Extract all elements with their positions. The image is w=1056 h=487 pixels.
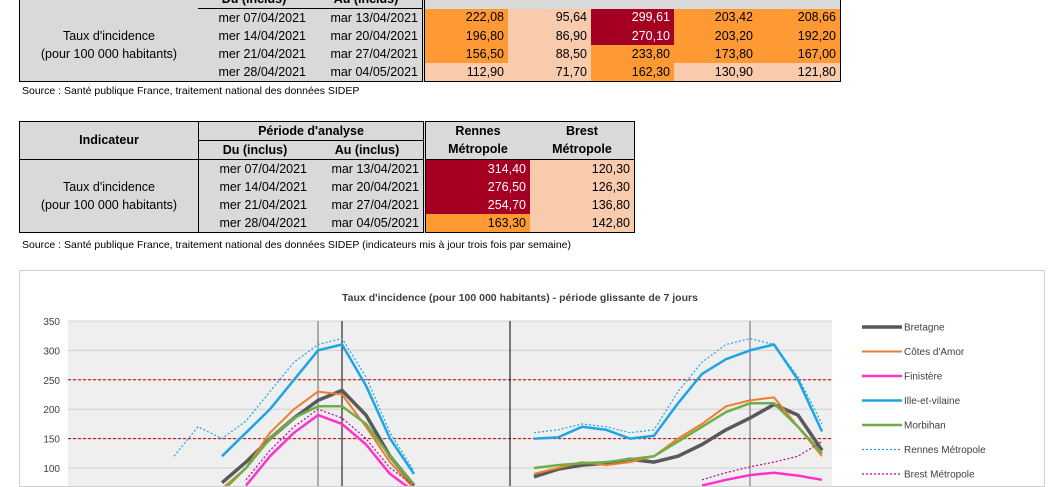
indicator-label-line1: Taux d'incidence [62, 28, 156, 43]
table-row: mer 28/04/2021 mar 04/05/2021 112,90 71,… [20, 63, 841, 82]
incidence-value: 299,61 [591, 8, 674, 27]
period-to: mar 20/04/2021 [310, 27, 424, 45]
y-tick-label: 350 [43, 317, 60, 328]
table-row: mer 14/04/2021 mar 20/04/2021 196,80 86,… [20, 27, 841, 45]
incidence-value: 167,00 [757, 45, 841, 63]
incidence-value: 192,20 [757, 27, 841, 45]
y-tick-label: 150 [43, 435, 60, 446]
period-to: mar 27/04/2021 [311, 196, 425, 214]
y-tick-label: 200 [43, 405, 60, 416]
indicator-label-line2: (pour 100 000 habitants) [40, 46, 178, 61]
incidence-value: 203,20 [674, 27, 757, 45]
incidence-value: 142,80 [530, 214, 635, 233]
table1-header-from: Du (inclus) [198, 0, 310, 9]
table2-header-row1: Indicateur Période d'analyse Rennes Bres… [19, 121, 635, 160]
indicator-label-line2: (pour 100 000 habitants) [40, 198, 178, 212]
incidence-value: 276,50 [423, 178, 530, 196]
incidence-value: 95,64 [508, 8, 591, 27]
incidence-value: 203,42 [674, 8, 757, 27]
y-tick-label: 250 [43, 376, 60, 387]
col-brest-line2: Métropole [530, 140, 635, 160]
legend-label: Côtes d'Amor [904, 347, 965, 358]
period-to: mar 20/04/2021 [311, 178, 425, 196]
incidence-value: 86,90 [508, 27, 591, 45]
period-to: mar 27/04/2021 [310, 45, 424, 63]
table-row: mer 21/04/2021 mar 27/04/2021 156,50 88,… [20, 45, 841, 63]
du-header: Du (inclus) [198, 140, 311, 160]
period-from: mer 21/04/2021 [198, 45, 310, 63]
period-from: mer 07/04/2021 [198, 159, 311, 178]
incidence-value: 136,80 [530, 196, 635, 214]
incidence-value: 196,80 [422, 27, 508, 45]
legend-label: Rennes Métropole [904, 445, 986, 456]
incidence-value: 222,08 [422, 8, 508, 27]
legend-label: Brest Métropole [904, 470, 975, 481]
period-to: mar 04/05/2021 [310, 63, 424, 82]
au-header: Au (inclus) [311, 140, 425, 160]
table1-header-to: Au (inclus) [310, 0, 424, 9]
col-rennes-line1: Rennes [423, 121, 530, 141]
period-from: mer 28/04/2021 [198, 214, 311, 233]
col-brest-line1: Brest [530, 121, 635, 141]
period-to: mar 13/04/2021 [311, 159, 425, 178]
incidence-value: 88,50 [508, 45, 591, 63]
series-line [245, 408, 823, 486]
table-row: Taux d'incidence (pour 100 000 habitants… [19, 159, 635, 233]
periode-header: Période d'analyse [198, 121, 425, 141]
period-from: mer 28/04/2021 [198, 63, 310, 82]
period-from: mer 21/04/2021 [198, 196, 311, 214]
plot-area [68, 321, 832, 486]
series-line [173, 338, 823, 472]
indicator-label-line1: Taux d'incidence [62, 180, 156, 194]
table-row: Taux d'incidence (pour 100 000 habitants… [19, 8, 841, 82]
incidence-value: 162,30 [591, 63, 674, 82]
table-row: mer 21/04/2021 mar 27/04/2021 254,70 136… [20, 196, 635, 214]
chart-title: Taux d'incidence (pour 100 000 habitants… [342, 292, 698, 304]
table2-source: Source : Santé publique France, traiteme… [22, 239, 572, 251]
legend-label: Morbihan [904, 421, 946, 432]
period-to: mar 13/04/2021 [310, 8, 424, 27]
table-communes: Du (inclus) Au (inclus) Taux d'incidence… [19, 0, 841, 82]
reference-lines [68, 379, 832, 440]
indicateur-header: Indicateur [19, 121, 199, 160]
table2-header-row2: Du (inclus) Au (inclus) Métropole Métrop… [20, 140, 635, 160]
table-row: mer 28/04/2021 mar 04/05/2021 163,30 142… [20, 214, 635, 233]
y-axis: 100 150 200 250 300 350 [43, 317, 60, 475]
incidence-chart: Taux d'incidence (pour 100 000 habitants… [19, 270, 1045, 487]
incidence-value: 163,30 [423, 214, 530, 233]
incidence-value: 314,40 [423, 159, 530, 178]
indicator-label: Taux d'incidence (pour 100 000 habitants… [19, 8, 198, 82]
indicator-label: Taux d'incidence (pour 100 000 habitants… [19, 159, 199, 233]
table1-source: Source : Santé publique France, traiteme… [22, 85, 360, 97]
incidence-value: 233,80 [591, 45, 674, 63]
period-to: mar 04/05/2021 [311, 214, 425, 233]
table1-header-row: Du (inclus) Au (inclus) [19, 0, 841, 9]
incidence-value: 112,90 [422, 63, 508, 82]
period-from: mer 14/04/2021 [198, 178, 311, 196]
period-from: mer 07/04/2021 [198, 8, 310, 27]
incidence-value: 121,80 [757, 63, 841, 82]
incidence-value: 173,80 [674, 45, 757, 63]
incidence-value: 270,10 [591, 27, 674, 45]
incidence-value: 130,90 [674, 63, 757, 82]
y-tick-label: 100 [43, 464, 60, 475]
legend: Bretagne Côtes d'Amor Finistère Ille-et-vil… [862, 323, 986, 481]
table-row: mer 14/04/2021 mar 20/04/2021 276,50 126… [20, 178, 635, 196]
period-from: mer 14/04/2021 [198, 27, 310, 45]
legend-label: Bretagne [904, 323, 945, 334]
chart-svg: Taux d'incidence (pour 100 000 habitants… [43, 292, 986, 486]
y-tick-label: 300 [43, 346, 60, 357]
incidence-value: 156,50 [422, 45, 508, 63]
incidence-value: 126,30 [530, 178, 635, 196]
legend-label: Ille-et-vilaine [904, 396, 961, 407]
col-rennes-line2: Métropole [423, 140, 530, 160]
incidence-value: 254,70 [423, 196, 530, 214]
series-line [225, 402, 823, 486]
legend-label: Finistère [904, 372, 943, 383]
incidence-value: 208,66 [757, 8, 841, 27]
table-metropoles: Indicateur Période d'analyse Rennes Bres… [19, 121, 635, 233]
incidence-value: 120,30 [530, 159, 635, 178]
incidence-value: 71,70 [508, 63, 591, 82]
